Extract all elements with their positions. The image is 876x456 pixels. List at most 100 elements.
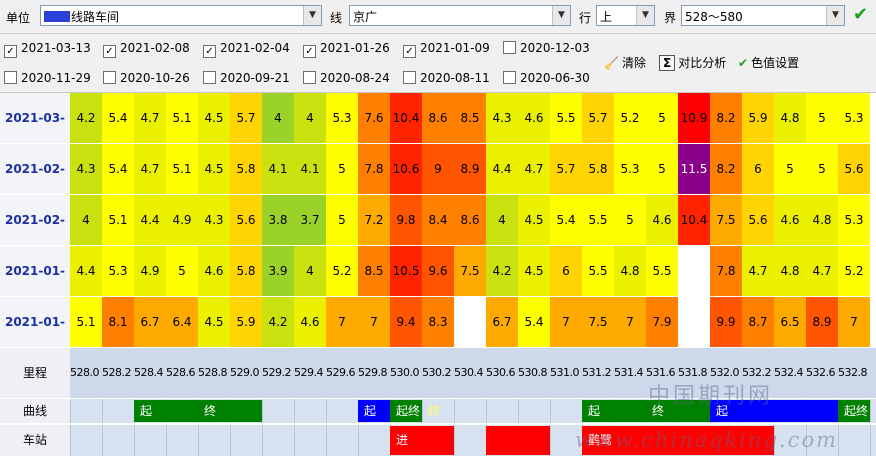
heatmap-cell[interactable]: 7: [358, 297, 390, 347]
heatmap-cell[interactable]: 9: [422, 144, 454, 194]
checked-box-icon[interactable]: ✓: [103, 45, 116, 58]
heatmap-cell[interactable]: 8.3: [422, 297, 454, 347]
heatmap-cell[interactable]: 5.3: [614, 144, 646, 194]
row-date-label[interactable]: 2021-01-09: [0, 297, 70, 379]
heatmap-cell[interactable]: 4.7: [134, 144, 166, 194]
heatmap-cell[interactable]: 8.1: [102, 297, 134, 347]
heatmap-cell[interactable]: 6.5: [774, 297, 806, 347]
checked-box-icon[interactable]: ✓: [403, 45, 416, 58]
heatmap-cell[interactable]: 4.7: [134, 93, 166, 143]
heatmap-cell[interactable]: 5: [326, 144, 358, 194]
heatmap-cell[interactable]: 5.8: [230, 246, 262, 296]
heatmap-cell[interactable]: 5.1: [70, 297, 102, 347]
heatmap-cell[interactable]: [678, 246, 710, 296]
heatmap-cell[interactable]: 4.9: [166, 195, 198, 245]
heatmap-cell[interactable]: 4.7: [518, 144, 550, 194]
heatmap-cell[interactable]: 8.2: [710, 93, 742, 143]
heatmap-cell[interactable]: [454, 297, 486, 347]
heatmap-cell[interactable]: 5.7: [550, 144, 582, 194]
heatmap-cell[interactable]: 5.7: [582, 93, 614, 143]
unchecked-box-icon[interactable]: [503, 71, 516, 84]
heatmap-cell[interactable]: 4: [70, 195, 102, 245]
heatmap-cell[interactable]: 11.5: [678, 144, 710, 194]
heatmap-cell[interactable]: 4.3: [70, 144, 102, 194]
heatmap-cell[interactable]: 7: [614, 297, 646, 347]
heatmap-cell[interactable]: 7.6: [358, 93, 390, 143]
heatmap-cell[interactable]: 8.5: [358, 246, 390, 296]
heatmap-cell[interactable]: 7: [326, 297, 358, 347]
heatmap-cell[interactable]: 4.2: [262, 297, 294, 347]
date-checkbox[interactable]: ✓ 2021-02-08: [103, 41, 190, 58]
heatmap-cell[interactable]: 6.7: [134, 297, 166, 347]
checkmark-icon[interactable]: ✔: [853, 4, 869, 25]
heatmap-cell[interactable]: 4.8: [806, 195, 838, 245]
heatmap-cell[interactable]: 5.6: [230, 195, 262, 245]
heatmap-cell[interactable]: 5: [806, 93, 838, 143]
heatmap-cell[interactable]: 7.5: [454, 246, 486, 296]
heatmap-cell[interactable]: 4: [294, 93, 326, 143]
heatmap-cell[interactable]: 5.4: [102, 93, 134, 143]
heatmap-cell[interactable]: 8.6: [454, 195, 486, 245]
heatmap-cell[interactable]: 4.5: [198, 93, 230, 143]
heatmap-cell[interactable]: 8.9: [806, 297, 838, 347]
heatmap-cell[interactable]: 5.6: [838, 144, 870, 194]
heatmap-cell[interactable]: 6: [742, 144, 774, 194]
heatmap-cell[interactable]: 6.4: [166, 297, 198, 347]
heatmap-cell[interactable]: 5.9: [742, 93, 774, 143]
row-date-label[interactable]: 2021-02-08: [0, 144, 70, 226]
heatmap-cell[interactable]: 5: [774, 144, 806, 194]
heatmap-cell[interactable]: 4: [294, 246, 326, 296]
heatmap-cell[interactable]: 4: [262, 93, 294, 143]
unchecked-box-icon[interactable]: [203, 71, 216, 84]
heatmap-cell[interactable]: 4.6: [518, 93, 550, 143]
heatmap-cell[interactable]: 5.5: [582, 246, 614, 296]
heatmap-cell[interactable]: 4.1: [262, 144, 294, 194]
date-checkbox[interactable]: ✓ 2021-03-13: [4, 41, 91, 58]
heatmap-cell[interactable]: 4.8: [774, 246, 806, 296]
heatmap-cell[interactable]: 4.3: [486, 93, 518, 143]
chevron-down-icon[interactable]: ▼: [303, 6, 321, 25]
heatmap-cell[interactable]: 5.7: [230, 93, 262, 143]
heatmap-cell[interactable]: 3.8: [262, 195, 294, 245]
heatmap-cell[interactable]: 8.6: [422, 93, 454, 143]
heatmap-cell[interactable]: 5.5: [550, 93, 582, 143]
heatmap-cell[interactable]: 4: [486, 195, 518, 245]
heatmap-cell[interactable]: 10.9: [678, 93, 710, 143]
heatmap-cell[interactable]: 5.2: [838, 246, 870, 296]
heatmap-cell[interactable]: 4.3: [198, 195, 230, 245]
heatmap-cell[interactable]: 4.7: [806, 246, 838, 296]
range-select[interactable]: 528～580 ▼: [681, 5, 845, 26]
date-checkbox[interactable]: 2020-09-21: [203, 71, 290, 85]
heatmap-cell[interactable]: 7: [838, 297, 870, 347]
heatmap-cell[interactable]: 4.5: [198, 144, 230, 194]
heatmap-cell[interactable]: 4.4: [486, 144, 518, 194]
row-date-label[interactable]: 2021-03-13: [0, 93, 70, 175]
unchecked-box-icon[interactable]: [103, 71, 116, 84]
heatmap-cell[interactable]: 7.8: [358, 144, 390, 194]
heatmap-cell[interactable]: 8.9: [454, 144, 486, 194]
heatmap-cell[interactable]: 9.4: [390, 297, 422, 347]
compare-button[interactable]: Σ 对比分析: [659, 54, 726, 71]
heatmap-cell[interactable]: 4.4: [70, 246, 102, 296]
clear-button[interactable]: 🧹 清除: [604, 54, 646, 71]
heatmap-cell[interactable]: 10.5: [390, 246, 422, 296]
unchecked-box-icon[interactable]: [403, 71, 416, 84]
heatmap-cell[interactable]: 4.6: [198, 246, 230, 296]
heatmap-cell[interactable]: 7.5: [710, 195, 742, 245]
heatmap-cell[interactable]: 4.5: [518, 195, 550, 245]
color-settings-button[interactable]: ✔ 色值设置: [738, 54, 799, 71]
heatmap-cell[interactable]: 5.4: [550, 195, 582, 245]
heatmap-cell[interactable]: 5.9: [230, 297, 262, 347]
heatmap-cell[interactable]: 4.5: [518, 246, 550, 296]
heatmap-cell[interactable]: 4.9: [134, 246, 166, 296]
heatmap-cell[interactable]: 8.7: [742, 297, 774, 347]
heatmap-cell[interactable]: 10.4: [390, 93, 422, 143]
checked-box-icon[interactable]: ✓: [303, 45, 316, 58]
heatmap-cell[interactable]: 5.2: [614, 93, 646, 143]
heatmap-cell[interactable]: 5.1: [166, 93, 198, 143]
heatmap-cell[interactable]: 10.6: [390, 144, 422, 194]
heatmap-cell[interactable]: 9.8: [390, 195, 422, 245]
heatmap-cell[interactable]: 9.9: [710, 297, 742, 347]
heatmap-cell[interactable]: 4.6: [774, 195, 806, 245]
heatmap-cell[interactable]: 3.9: [262, 246, 294, 296]
